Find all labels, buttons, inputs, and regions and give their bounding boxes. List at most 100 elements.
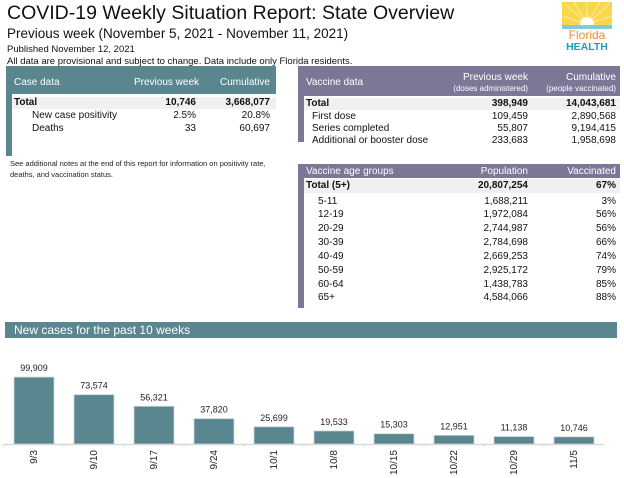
logo-water	[562, 25, 612, 29]
row-label: 50-59	[318, 265, 344, 276]
data-label: 10,746	[560, 423, 588, 433]
new-cases-bar-chart: 99,909 9/3 73,574 9/10 56,321 9/17 37,820 9/24 2…	[3, 363, 604, 475]
row-population-value: 1,438,783	[483, 279, 529, 290]
age-row: 12-19 1,972,084 56%	[304, 209, 620, 221]
age-row: 5-11 1,688,211 3%	[304, 196, 620, 208]
row-cumulative-value: 14,043,681	[565, 98, 616, 109]
vaccine-data-table: Vaccine data Previous week (doses admini…	[298, 66, 620, 152]
chart-title-bar: New cases for the past 10 weeks	[5, 322, 617, 338]
age-header-vaccinated: Vaccinated	[567, 166, 616, 177]
x-tick-label: 10/29	[509, 450, 520, 475]
row-label: New case positivity	[32, 110, 118, 121]
row-week-value: 55,807	[497, 123, 528, 134]
row-label: 60-64	[318, 279, 344, 290]
row-population-value: 1,972,084	[483, 209, 529, 220]
vaccine-row-first-dose: First dose 109,459 2,890,568	[304, 111, 620, 123]
bar	[493, 436, 535, 445]
data-label: 99,909	[20, 363, 48, 373]
row-vaccinated-value: 56%	[595, 223, 616, 234]
age-row: 50-59 2,925,172 79%	[304, 265, 620, 277]
additional-notes: See additional notes at the end of this …	[10, 159, 266, 179]
row-cumulative-value: 9,194,415	[571, 123, 617, 134]
vaccine-age-groups-table: Vaccine age groups Population Vaccinated…	[298, 164, 620, 308]
vaccine-row-series-completed: Series completed 55,807 9,194,415	[304, 123, 620, 135]
row-population-value: 20,807,254	[477, 180, 528, 191]
data-label: 56,321	[140, 392, 168, 402]
case-table-header: Case data Previous week Cumulative	[6, 66, 276, 94]
data-label: 37,820	[200, 405, 228, 415]
row-vaccinated-value: 67%	[595, 180, 616, 191]
row-vaccinated-value: 79%	[595, 265, 616, 276]
x-tick-label: 10/15	[389, 450, 400, 475]
data-label: 19,533	[320, 417, 348, 427]
case-header-cumulative: Cumulative	[219, 77, 270, 88]
row-label: 30-39	[318, 237, 344, 248]
case-table-sidebar	[6, 94, 12, 156]
report-title: COVID-19 Weekly Situation Report: State …	[7, 2, 455, 24]
bar	[73, 394, 115, 445]
row-cumulative-value: 60,697	[239, 123, 270, 134]
row-vaccinated-value: 88%	[595, 292, 616, 303]
x-tick-label: 9/24	[209, 450, 220, 470]
case-data-table: Case data Previous week Cumulative Total…	[6, 66, 276, 170]
x-tick-label: 9/10	[89, 450, 100, 470]
row-week-value: 10,746	[165, 97, 196, 108]
row-population-value: 1,688,211	[484, 196, 528, 207]
bar	[133, 405, 175, 445]
row-label: Total (5+)	[306, 180, 350, 191]
row-population-value: 2,784,698	[483, 237, 529, 248]
logo-text-health: HEALTH	[566, 41, 608, 52]
age-row: 30-39 2,784,698 66%	[304, 237, 620, 249]
vaccine-header-week: Previous week	[462, 72, 528, 83]
bar	[193, 418, 235, 445]
vaccine-row-booster: Additional or booster dose 233,683 1,958…	[304, 135, 620, 147]
age-row: 20-29 2,744,987 56%	[304, 223, 620, 235]
row-vaccinated-value: 3%	[601, 196, 616, 207]
vaccine-subheader-cumulative: (people vaccinated)	[546, 84, 616, 93]
x-tick-label: 9/17	[149, 450, 160, 470]
age-header-label: Vaccine age groups	[306, 166, 394, 177]
bar	[373, 433, 415, 445]
bar	[313, 430, 355, 445]
data-label: 11,138	[501, 423, 528, 433]
row-label: First dose	[312, 111, 356, 122]
case-row-total: Total 10,746 3,668,077	[12, 97, 276, 109]
x-tick-label: 11/5	[569, 450, 580, 469]
age-row: 40-49 2,669,253 74%	[304, 251, 620, 263]
row-cumulative-value: 3,668,077	[225, 97, 271, 108]
row-week-value: 398,949	[491, 98, 528, 109]
published-date: Published November 12, 2021	[7, 44, 135, 55]
age-row: 65+ 4,584,066 88%	[304, 292, 620, 304]
row-label: 65+	[318, 292, 335, 303]
row-population-value: 2,669,253	[483, 251, 529, 262]
age-header-population: Population	[480, 166, 528, 177]
row-week-value: 109,459	[491, 111, 528, 122]
row-week-value: 33	[184, 123, 196, 134]
row-label: Deaths	[32, 123, 64, 134]
vaccine-table-header: Vaccine data Previous week (doses admini…	[298, 66, 620, 96]
bar	[433, 434, 475, 445]
data-disclaimer: All data are provisional and subject to …	[7, 56, 353, 67]
case-header-label: Case data	[14, 77, 60, 88]
x-tick-label: 9/3	[29, 450, 40, 464]
x-tick-label: 10/1	[269, 450, 280, 470]
age-row-total: Total (5+) 20,807,254 67%	[304, 179, 620, 193]
row-population-value: 2,744,987	[483, 223, 529, 234]
row-label: Total	[14, 97, 38, 108]
row-label: 40-49	[318, 251, 344, 262]
row-cumulative-value: 2,890,568	[571, 111, 617, 122]
vaccine-row-total: Total 398,949 14,043,681	[304, 98, 620, 110]
row-label: Additional or booster dose	[312, 135, 429, 146]
row-label: Series completed	[312, 123, 390, 134]
data-label: 12,951	[440, 421, 468, 431]
vaccine-header-label: Vaccine data	[306, 77, 364, 88]
bar	[13, 376, 55, 445]
vaccine-table-sidebar	[298, 96, 304, 142]
row-vaccinated-value: 66%	[595, 237, 616, 248]
row-label: Total	[306, 98, 330, 109]
row-population-value: 2,925,172	[483, 265, 529, 276]
age-table-header: Vaccine age groups Population Vaccinated	[298, 164, 620, 178]
row-label: 12-19	[318, 209, 344, 220]
row-vaccinated-value: 85%	[595, 279, 616, 290]
age-row: 60-64 1,438,783 85%	[304, 279, 620, 291]
